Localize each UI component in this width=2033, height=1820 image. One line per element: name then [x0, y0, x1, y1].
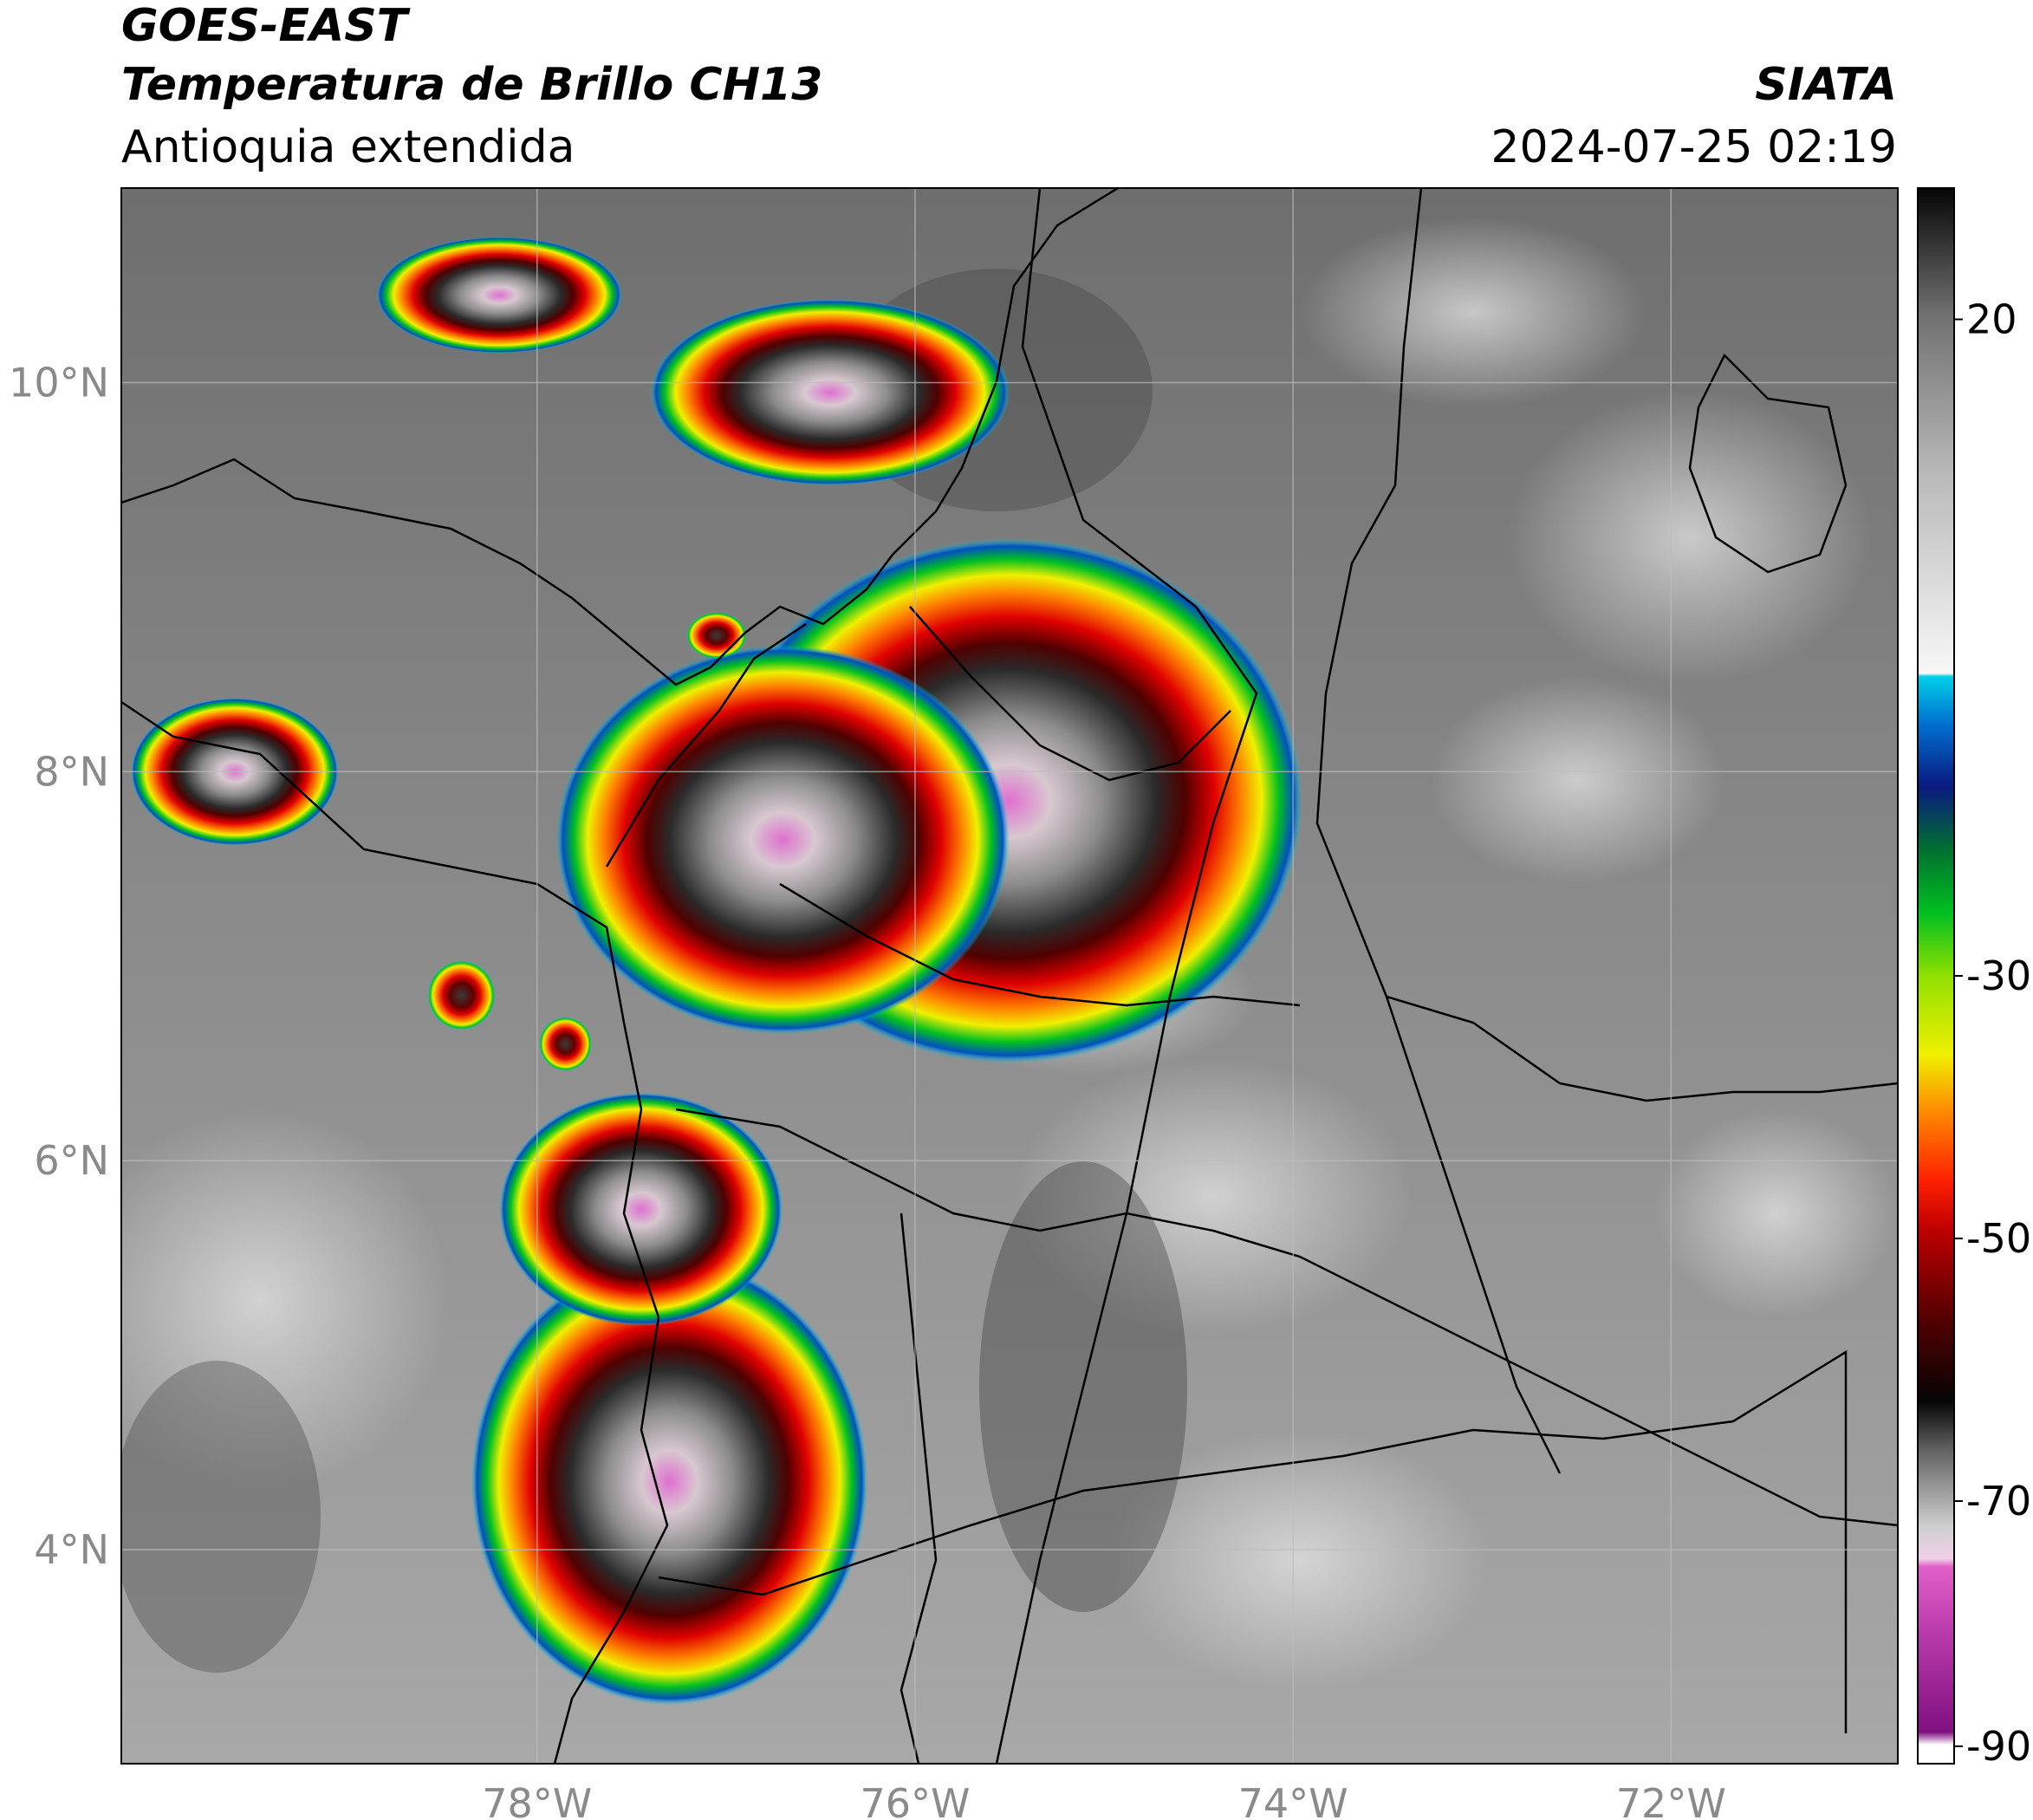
colorbar-tick-label: -70	[1966, 1478, 2031, 1524]
colorbar-tick-label: -90	[1966, 1723, 2031, 1770]
internal-border-3	[675, 1108, 1898, 1527]
panama-colombia-border	[605, 622, 807, 868]
internal-border-5	[658, 1349, 1848, 1733]
latitude-tick-label: 4°N	[34, 1526, 109, 1573]
internal-border-6	[909, 606, 1231, 782]
internal-border-1	[779, 882, 1301, 1007]
colorbar-ramp	[1917, 187, 1955, 1765]
timestamp-label: 2024-07-25 02:19	[1491, 121, 1897, 173]
latitude-tick-label: 10°N	[9, 359, 109, 406]
colombia-venezuela-border	[1315, 188, 1898, 1102]
colorbar: 20 -30 -50 -70 -90	[1917, 187, 2031, 1770]
latitude-tick-label: 6°N	[34, 1137, 109, 1184]
storm-cell-south-large	[471, 1258, 868, 1706]
satellite-title: GOES-EAST	[121, 0, 408, 52]
borders-layer	[121, 188, 1898, 1764]
longitude-tick-label: 74°W	[1238, 1780, 1348, 1820]
storm-cell-small-west-1	[427, 960, 496, 1030]
colorbar-tick-label: 20	[1966, 296, 2017, 343]
colorbar-tick-label: -50	[1966, 1215, 2031, 1262]
storm-cell-north-caribbean	[650, 298, 1010, 486]
coastline-pacific	[121, 700, 669, 1764]
latitude-ticks: 10°N 8°N 6°N 4°N	[9, 359, 109, 1573]
longitude-ticks: 78°W 76°W 74°W 72°W	[482, 1780, 1726, 1820]
longitude-tick-label: 76°W	[860, 1780, 970, 1820]
storm-cell-small-north	[686, 612, 747, 660]
agency-label: SIATA	[1755, 59, 1897, 111]
region-subtitle: Antioquia extendida	[121, 121, 575, 173]
latitude-tick-label: 8°N	[34, 748, 109, 795]
graticule-layer	[121, 188, 1898, 1764]
product-title: Temperatura de Brillo CH13	[121, 59, 823, 111]
storm-cell-central-west	[555, 645, 1010, 1035]
lake-maracaibo	[1688, 353, 1848, 574]
internal-border-2	[995, 188, 1258, 1764]
storm-cell-mid-south	[499, 1092, 783, 1327]
colorbar-ticks: 20 -30 -50 -70 -90	[1954, 296, 2031, 1770]
storm-cell-small-west-2	[538, 1017, 593, 1071]
internal-border-4	[900, 1212, 938, 1764]
coastline-caribbean	[121, 188, 1119, 686]
map-panel	[121, 188, 1898, 1764]
storm-cell-north-west	[376, 237, 622, 354]
internal-border-7	[1385, 996, 1562, 1474]
longitude-tick-label: 72°W	[1616, 1780, 1726, 1820]
map-frame	[120, 187, 1899, 1765]
longitude-tick-label: 78°W	[482, 1780, 592, 1820]
colorbar-tick-label: -30	[1966, 952, 2031, 999]
